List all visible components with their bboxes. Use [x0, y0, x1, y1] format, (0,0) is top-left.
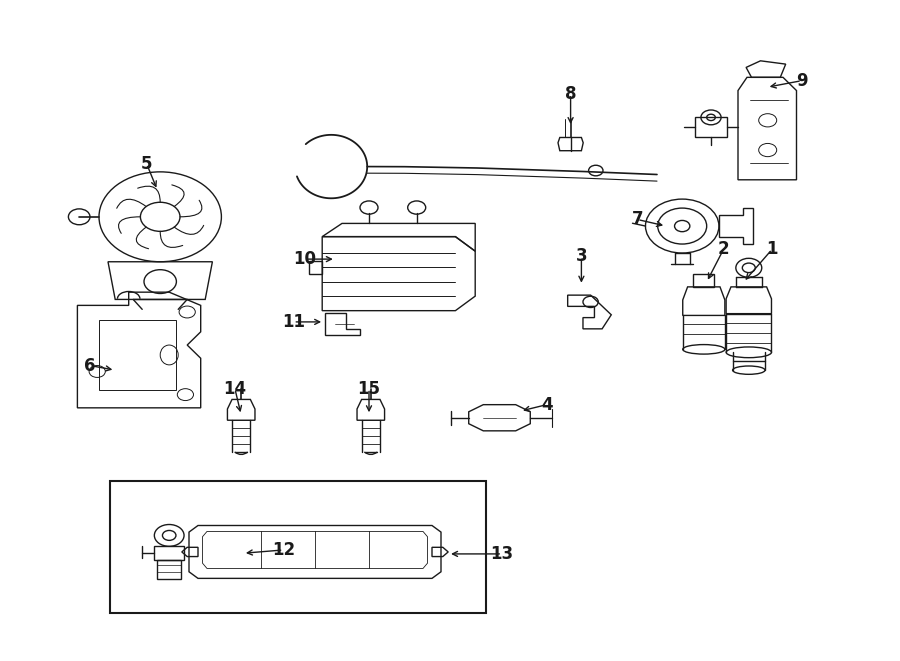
- Text: 12: 12: [272, 541, 295, 559]
- Text: 5: 5: [141, 155, 152, 173]
- Bar: [110, 481, 486, 613]
- Text: 7: 7: [632, 210, 643, 229]
- Text: 10: 10: [292, 250, 316, 268]
- Text: 6: 6: [85, 356, 95, 375]
- Text: 3: 3: [576, 247, 587, 266]
- Text: 11: 11: [282, 313, 305, 331]
- Text: 4: 4: [542, 395, 553, 414]
- Text: 9: 9: [796, 71, 807, 90]
- Text: 1: 1: [767, 240, 778, 258]
- Bar: [693, 274, 715, 287]
- Text: 14: 14: [223, 379, 247, 398]
- Text: 8: 8: [565, 85, 576, 103]
- Text: 13: 13: [491, 545, 514, 563]
- Text: 15: 15: [357, 379, 381, 398]
- Text: 2: 2: [718, 240, 729, 258]
